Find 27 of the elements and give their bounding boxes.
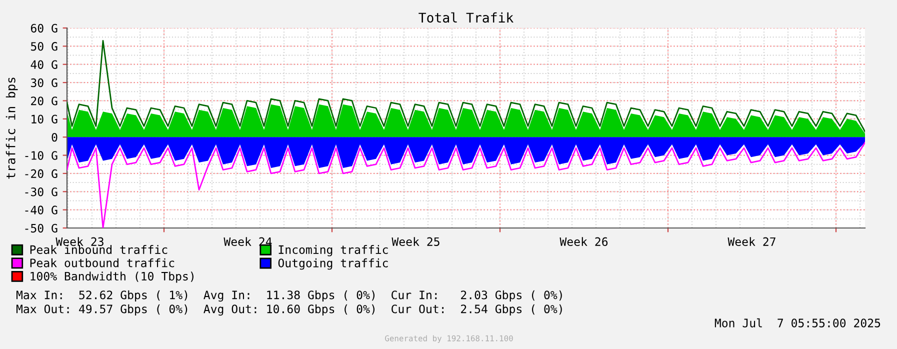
- x-tick-label: Week 25: [392, 237, 440, 246]
- y-tick-label: 50 G: [31, 42, 58, 51]
- y-tick-label: -10 G: [25, 151, 58, 160]
- text: Mon Jul 7 05:55:00 2025: [714, 318, 880, 328]
- x-tick-label: Week 23: [56, 237, 104, 246]
- y-tick-label: 20 G: [31, 96, 58, 106]
- x-tick-label: Week 26: [560, 237, 608, 246]
- line-series: [67, 40, 865, 132]
- y-tick-label: -40 G: [25, 206, 58, 214]
- legend-label: 100% Bandwidth (10 Tbps): [30, 272, 194, 283]
- y-tick-label: 30 G: [30, 78, 58, 88]
- text: Max In: 52.62 Gbps ( 1%) Avg In: 11.38 Gbps ( 0%) Cur In: 2.03 Gbps ( 0%): [16, 290, 562, 302]
- y-tick-label: 10 G: [32, 114, 58, 124]
- legend-label: Peak outbound traffic: [30, 258, 174, 268]
- text: Max Out: 49.57 Gbps ( 0%) Avg Out: 10.60 Gbps ( 0%) Cur Out: 2.54 Gbps ( 0%): [16, 304, 562, 316]
- chart-title: Total Trafik: [418, 12, 514, 23]
- legend-label: Incoming traffic: [278, 245, 388, 256]
- legend-label: Peak inbound traffic: [30, 245, 168, 254]
- y-tick-label: -30 G: [25, 187, 58, 196]
- x-tick-label: Week 27: [728, 237, 776, 246]
- y-tick-label: -50 G: [25, 224, 58, 233]
- y-axis-title: traffic in bps: [6, 78, 18, 179]
- y-tick-label: -20 G: [25, 169, 58, 178]
- legend-label: Outgoing traffic: [278, 258, 388, 270]
- y-tick-label: 40 G: [30, 60, 58, 69]
- y-tick-label: 60 G: [30, 24, 58, 33]
- y-tick-label: 0: [52, 132, 58, 142]
